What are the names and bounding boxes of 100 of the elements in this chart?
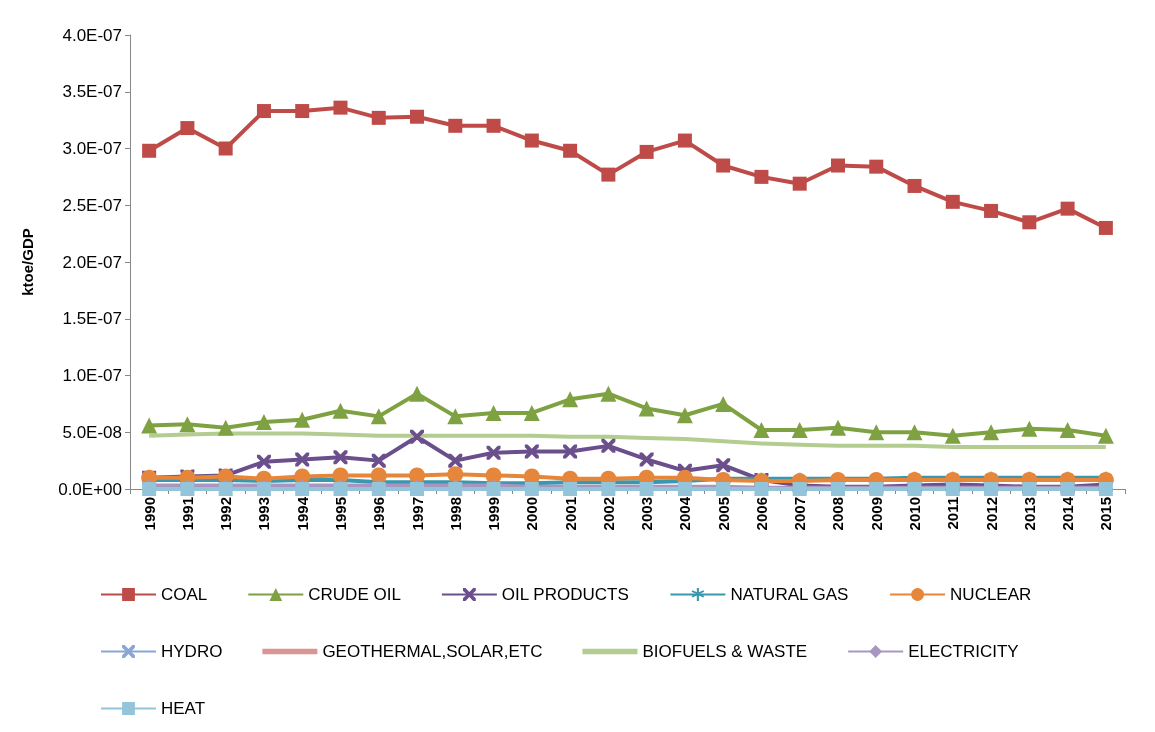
legend-label: ELECTRICITY [908,642,1019,661]
x-tick-label: 2000 [523,497,541,531]
point [600,385,617,402]
point [1021,420,1038,437]
point [371,453,386,468]
point [829,419,846,436]
point [295,482,310,496]
y-tick-label: 2.5E-07 [62,195,122,215]
point [218,141,233,156]
point [141,417,158,434]
point [370,467,387,484]
point [563,444,578,459]
x-tick-label: 2012 [982,497,1000,531]
point [944,427,961,444]
point [255,414,272,431]
y-tick-label: 3.5E-07 [62,82,122,102]
legend-label: COAL [161,585,208,604]
x-tick-label: 2007 [791,497,809,531]
x-tick-label: 1995 [331,497,349,531]
x-tick-label: 1993 [255,497,273,531]
point [370,408,387,425]
point [179,416,196,433]
point [410,482,425,496]
point [1060,201,1075,216]
point [639,452,654,467]
point [333,450,348,465]
point [524,444,539,459]
x-tick-label: 1996 [370,497,388,531]
point [485,467,502,484]
point [142,143,157,158]
point [983,424,1000,441]
point [563,143,578,158]
point [869,159,884,174]
y-tick-label: 4.0E-07 [62,25,122,45]
legend-label: HEAT [161,699,206,718]
point [448,482,463,496]
x-tick-label: 2011 [944,497,962,530]
point [180,121,195,136]
point [180,482,195,496]
x-tick-label: 2015 [1097,497,1115,531]
point [1098,220,1113,235]
point [639,144,654,159]
point [562,391,579,408]
point [409,385,426,402]
point [754,169,769,184]
x-tick-label: 2001 [561,497,579,531]
y-tick-label: 2.0E-07 [62,252,122,272]
point [333,100,348,115]
x-tick-label: 2009 [867,497,885,531]
y-tick-label: 1.0E-07 [62,366,122,385]
point [295,104,310,119]
x-tick-label: 2013 [1020,497,1038,531]
point [676,407,693,424]
x-tick-label: 1998 [446,497,464,531]
point [1097,427,1114,444]
point [142,482,157,496]
point [332,467,349,484]
x-tick-label: 2002 [599,497,617,531]
point [371,110,386,125]
legend-label: HYDRO [161,642,223,661]
x-tick-label: 2004 [676,496,694,531]
point [601,438,616,453]
point [218,482,233,496]
legend-label: CRUDE OIL [308,585,401,604]
point [410,429,425,444]
x-tick-label: 1999 [485,497,503,531]
point [524,133,539,148]
x-tick-label: 2008 [829,497,847,531]
point [523,404,540,421]
x-tick-label: 2003 [638,497,656,531]
x-tick-label: 2006 [752,497,770,531]
legend-label: GEOTHERMAL,SOLAR,ETC [322,642,543,661]
point [486,445,501,460]
point [906,424,923,441]
x-tick-label: 2014 [1059,496,1077,531]
point [486,482,501,496]
point [256,482,271,496]
point [715,395,732,412]
legend-label: BIOFUELS & WASTE [642,642,808,661]
point [447,408,464,425]
point [792,176,807,191]
x-tick-label: 1990 [140,497,158,531]
point [447,466,464,483]
y-axis-title: ktoe/GDP [19,228,36,296]
x-tick-label: 1991 [178,497,196,531]
x-tick-label: 2010 [906,497,924,531]
point [217,419,234,436]
x-tick-label: 2005 [714,497,732,531]
point [945,194,960,209]
point [716,458,731,473]
point [1022,215,1037,230]
point [410,109,425,124]
point [1059,421,1076,438]
x-tick-label: 1997 [408,497,426,531]
point [868,424,885,441]
legend-label: NUCLEAR [950,585,1032,604]
point [716,158,731,173]
point [294,411,311,428]
point [601,167,616,182]
point [753,421,770,438]
